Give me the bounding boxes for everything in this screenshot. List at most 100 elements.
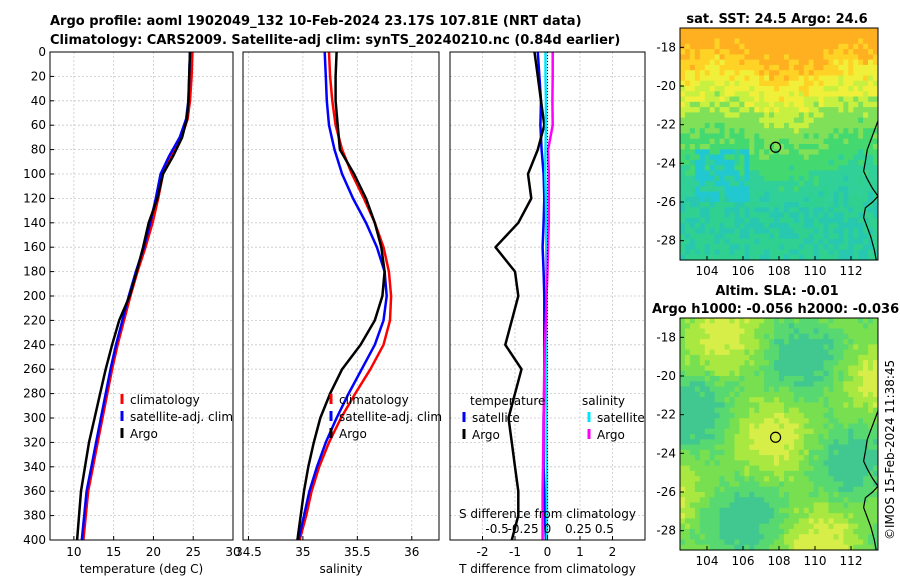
sla-cell — [774, 360, 780, 367]
sla-cell — [749, 428, 755, 435]
sla-cell — [759, 402, 765, 409]
sla-cell — [838, 481, 844, 488]
sst-cell — [689, 86, 696, 92]
sla-cell — [685, 402, 691, 409]
sla-cell — [803, 502, 810, 509]
sla-cell — [680, 544, 686, 551]
sla-cell — [818, 534, 825, 541]
sla-cell — [863, 439, 869, 446]
sla-cell — [853, 439, 859, 446]
sst-cell — [838, 59, 844, 66]
sst-cell — [868, 70, 874, 77]
sla-cell — [699, 518, 706, 525]
sst-cell — [808, 233, 815, 240]
sla-cell — [843, 481, 849, 488]
sst-cell — [680, 43, 686, 50]
sla-cell — [764, 486, 770, 493]
sla-cell — [788, 470, 795, 477]
sst-cell — [813, 175, 820, 182]
sst-cell — [833, 117, 839, 124]
sst-cell — [714, 33, 721, 40]
sla-cell — [828, 439, 834, 446]
sla-cell — [709, 544, 716, 551]
sla-cell — [833, 513, 839, 519]
sst-cell — [808, 170, 815, 177]
sla-cell — [818, 381, 825, 388]
x-tick-label: 35 — [295, 545, 310, 559]
sst-cell — [798, 196, 805, 203]
sla-cell — [689, 444, 696, 451]
sla-cell — [788, 465, 795, 472]
sla-cell — [744, 481, 750, 488]
sst-cell — [858, 159, 864, 166]
sst-cell — [813, 96, 820, 103]
sst-cell — [848, 217, 854, 224]
sla-cell — [823, 397, 829, 403]
sst-cell — [863, 91, 869, 98]
sla-cell — [863, 476, 869, 483]
sst-cell — [858, 96, 864, 103]
sla-cell — [823, 449, 829, 456]
sst-cell — [868, 80, 874, 87]
y-tick-label: 400 — [23, 533, 46, 547]
sla-cell — [853, 354, 859, 361]
sst-cell — [764, 149, 770, 156]
sst-cell — [828, 212, 834, 219]
sst-cell — [818, 49, 825, 55]
sst-cell — [694, 254, 701, 261]
sst-cell — [754, 196, 760, 203]
sla-cell — [803, 360, 810, 367]
sla-cell — [828, 497, 834, 504]
sst-cell — [694, 43, 701, 50]
x-tick-label: 30 — [225, 545, 240, 559]
sst-cell — [779, 91, 785, 98]
sla-cell — [774, 428, 780, 435]
sla-cell — [719, 534, 726, 541]
sst-cell — [784, 107, 790, 113]
sla-cell — [724, 402, 730, 409]
sst-cell — [764, 170, 770, 177]
sst-cell — [803, 43, 810, 50]
sla-cell — [784, 365, 790, 372]
sla-cell — [868, 318, 874, 324]
sla-cell — [823, 528, 829, 535]
sst-cell — [774, 86, 780, 92]
sla-cell — [694, 486, 701, 493]
sst-cell — [704, 59, 711, 66]
sst-cell — [694, 144, 701, 150]
sla-cell — [858, 333, 864, 340]
sla-cell — [754, 497, 760, 504]
sst-cell — [734, 38, 740, 45]
sla-cell — [863, 507, 869, 514]
sst-cell — [803, 180, 810, 187]
sst-cell — [843, 154, 849, 161]
sla-cell — [848, 507, 854, 514]
sst-cell — [739, 28, 745, 34]
sst-cell — [848, 117, 854, 124]
sla-cell — [779, 544, 785, 551]
sst-cell — [843, 133, 849, 140]
sst-cell — [744, 64, 750, 71]
sla-cell — [833, 481, 839, 488]
sst-cell — [754, 86, 760, 92]
sla-cell — [848, 492, 854, 498]
sst-cell — [828, 191, 834, 198]
sst-cell — [823, 159, 829, 166]
sla-cell — [823, 544, 829, 551]
sla-cell — [685, 455, 691, 461]
sst-cell — [744, 28, 750, 34]
sla-cell — [843, 492, 849, 498]
sst-cell — [843, 96, 849, 103]
sla-cell — [769, 507, 775, 514]
sst-cell — [744, 165, 750, 171]
sla-cell — [808, 497, 815, 504]
sla-cell — [769, 391, 775, 398]
sla-cell — [714, 497, 721, 504]
sla-cell — [798, 528, 805, 535]
sst-cell — [779, 59, 785, 66]
sst-cell — [793, 86, 800, 92]
sst-cell — [858, 138, 864, 145]
sst-cell — [714, 107, 721, 113]
sla-cell — [759, 423, 765, 430]
sla-cell — [724, 544, 730, 551]
